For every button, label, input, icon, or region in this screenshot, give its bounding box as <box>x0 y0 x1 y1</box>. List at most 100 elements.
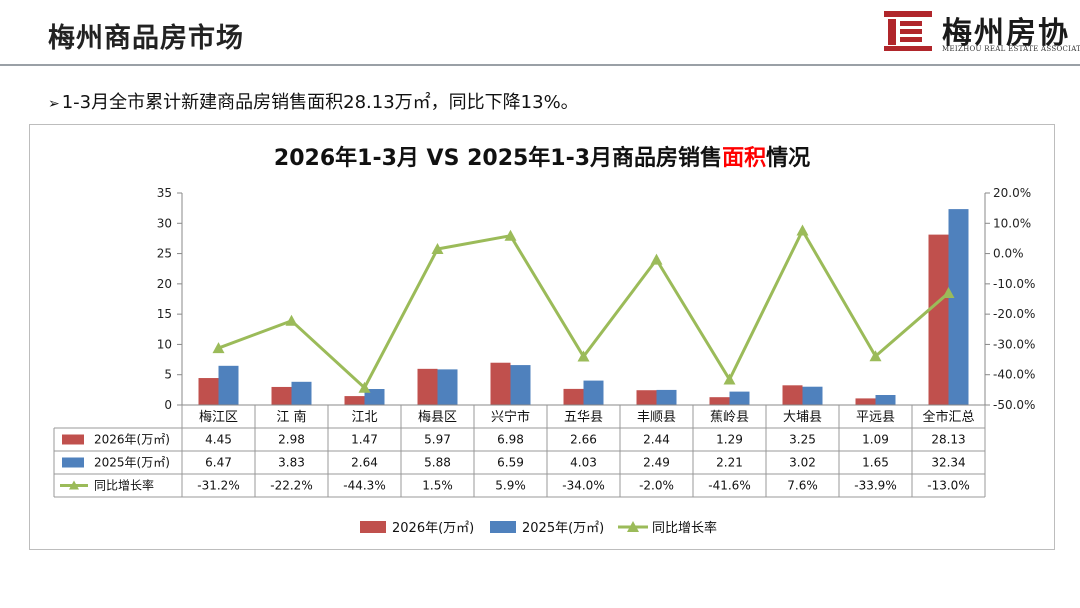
bar-2026 <box>563 388 584 405</box>
legend-label: 2025年(万㎡) <box>522 521 604 536</box>
table-cell: 2.49 <box>643 456 670 470</box>
page-title: 梅州商品房市场 <box>48 23 244 54</box>
growth-rate-point <box>796 224 809 236</box>
bar-2025 <box>656 389 677 405</box>
table-cell: 2.21 <box>716 456 743 470</box>
table-cell: 6.98 <box>497 433 524 447</box>
category-label: 兴宁市 <box>491 409 530 425</box>
left-tick-label: 30 <box>157 216 172 230</box>
table-legend-swatch <box>62 434 84 445</box>
right-tick-label: -30.0% <box>993 337 1035 351</box>
bar-2026 <box>636 390 657 405</box>
left-tick-label: 15 <box>157 307 172 321</box>
bar-2025 <box>218 365 239 405</box>
table-cell: 3.83 <box>278 456 305 470</box>
bar-2025 <box>802 386 823 405</box>
house-logo-icon <box>884 11 932 51</box>
growth-rate-point <box>358 381 371 393</box>
header-divider <box>0 64 1080 66</box>
bar-2025 <box>364 389 385 405</box>
bar-2025 <box>948 209 969 405</box>
bar-2025 <box>875 395 896 405</box>
growth-rate-point <box>942 286 955 298</box>
chart-title: 2026年1-3月 VS 2025年1-3月商品房销售面积情况 <box>274 145 810 171</box>
bar-2026 <box>198 378 219 405</box>
area-sales-chart: 2026年1-3月 VS 2025年1-3月商品房销售面积情况 0 5 10 15 20… <box>53 145 1035 536</box>
right-tick-label: -50.0% <box>993 398 1035 412</box>
bar-2025 <box>437 369 458 405</box>
growth-rate-point <box>431 243 444 255</box>
table-cell: -31.2% <box>197 479 239 493</box>
table-cell: -13.0% <box>927 479 969 493</box>
summary-bullet: ➢ 1-3月全市累计新建商品房销售面积28.13万㎡，同比下降13%。 <box>48 88 579 114</box>
category-label: 梅县区 <box>418 410 457 425</box>
chart-frame: 2026年1-3月 VS 2025年1-3月商品房销售面积情况 0 5 10 15 20… <box>29 124 1055 550</box>
table-row-label: 同比增长率 <box>94 478 154 493</box>
table-cell: 2.66 <box>570 433 597 447</box>
right-tick-label: -10.0% <box>993 277 1035 291</box>
right-tick-label: 20.0% <box>993 186 1031 200</box>
table-cell: 1.65 <box>862 456 889 470</box>
table-cell: -41.6% <box>708 479 750 493</box>
category-label: 蕉岭县 <box>710 410 749 425</box>
table-legend-marker <box>69 480 79 490</box>
legend-swatch <box>490 521 516 533</box>
table-cell: 6.47 <box>205 456 232 470</box>
logo-subtitle: MEIZHOU REAL ESTATE ASSOCIATION <box>942 45 1080 53</box>
table-cell: 3.25 <box>789 433 816 447</box>
table-cell: -44.3% <box>343 479 385 493</box>
table-cell: 28.13 <box>931 433 965 447</box>
chart-title-post: 情况 <box>766 145 810 171</box>
bar-2026 <box>490 362 511 405</box>
table-cell: 7.6% <box>787 479 818 493</box>
left-tick-label: 35 <box>157 186 172 200</box>
category-label: 全市汇总 <box>922 409 974 425</box>
category-label: 大埔县 <box>783 410 822 425</box>
table-cell: 5.97 <box>424 433 451 447</box>
left-tick-label: 25 <box>157 247 172 261</box>
left-tick-label: 0 <box>164 398 172 412</box>
bar-2026 <box>417 368 438 405</box>
bar-2026 <box>782 385 803 405</box>
legend-marker <box>627 521 639 532</box>
table-cell: -2.0% <box>639 479 674 493</box>
table-cell: 6.59 <box>497 456 524 470</box>
table-cell: 5.88 <box>424 456 451 470</box>
table-cell: 1.47 <box>351 433 378 447</box>
bar-2025 <box>729 391 750 405</box>
growth-rate-point <box>212 342 225 354</box>
association-logo: 梅州房协 MEIZHOU REAL ESTATE ASSOCIATION <box>882 8 1080 56</box>
table-cell: 2.64 <box>351 456 378 470</box>
category-label: 江北 <box>351 410 377 425</box>
logo-text: 梅州房协 <box>942 16 1070 51</box>
table-row-label: 2025年(万㎡) <box>94 456 170 470</box>
table-cell: -22.2% <box>270 479 312 493</box>
category-label: 梅江区 <box>199 410 238 425</box>
chart-title-highlight: 面积 <box>722 146 766 171</box>
left-tick-label: 10 <box>157 337 172 351</box>
table-legend-swatch <box>62 457 84 468</box>
legend-label: 同比增长率 <box>652 520 717 536</box>
table-cell: 4.03 <box>570 456 597 470</box>
table-cell: 1.29 <box>716 433 743 447</box>
table-cell: 2.98 <box>278 433 305 447</box>
bar-2025 <box>510 365 531 405</box>
chart-title-pre: 2026年1-3月 VS 2025年1-3月商品房销售 <box>274 145 722 171</box>
table-cell: -34.0% <box>562 479 604 493</box>
table-cell: -33.9% <box>854 479 896 493</box>
category-label: 五华县 <box>564 410 603 425</box>
category-label: 丰顺县 <box>637 410 676 425</box>
right-tick-label: -20.0% <box>993 307 1035 321</box>
bar-2026 <box>344 396 365 405</box>
bar-2026 <box>709 397 730 405</box>
summary-text: 1-3月全市累计新建商品房销售面积28.13万㎡，同比下降13%。 <box>61 92 579 113</box>
legend-swatch <box>360 521 386 533</box>
bar-2026 <box>271 386 292 405</box>
table-cell: 32.34 <box>931 456 965 470</box>
legend-label: 2026年(万㎡) <box>392 521 474 536</box>
category-label: 平远县 <box>856 410 895 425</box>
table-cell: 5.9% <box>495 479 526 493</box>
bullet-arrow-icon: ➢ <box>48 96 60 112</box>
bar-2026 <box>928 234 949 405</box>
bar-2025 <box>291 381 312 405</box>
